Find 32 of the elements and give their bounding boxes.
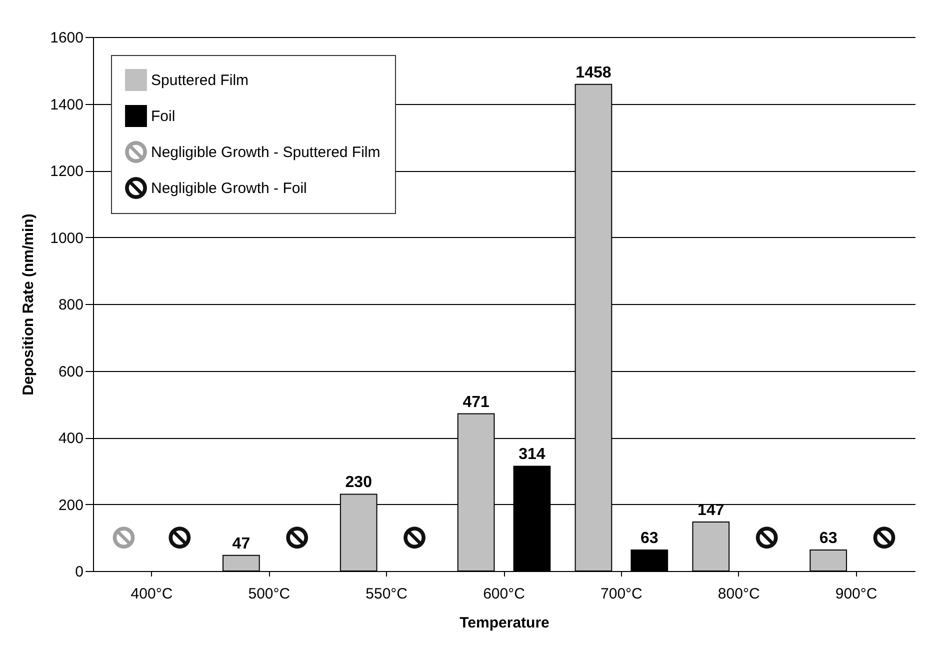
data-label: 1458 — [576, 64, 612, 82]
data-label: 314 — [518, 446, 546, 464]
legend-label: Foil — [151, 108, 176, 125]
x-tick-label: 400°C — [130, 586, 173, 602]
x-tick-label: 500°C — [248, 586, 290, 602]
x-tick-label: 600°C — [483, 586, 526, 602]
legend-label: Negligible Growth - Sputtered Film — [151, 144, 380, 161]
y-tick-label: 1600 — [50, 30, 84, 46]
x-tick-label: 700°C — [600, 586, 643, 602]
y-tick-label: 1200 — [50, 163, 84, 180]
x-tick-label: 550°C — [366, 586, 408, 602]
y-tick-label: 1400 — [50, 96, 84, 114]
bar — [810, 549, 847, 572]
x-axis-title: Temperature — [460, 614, 550, 632]
y-tick-label: 1000 — [50, 230, 84, 247]
data-label: 47 — [232, 535, 250, 552]
x-tick-label: 800°C — [718, 586, 760, 602]
y-tick-label: 800 — [58, 296, 84, 314]
data-label: 63 — [819, 530, 838, 547]
y-tick-label: 400 — [58, 430, 84, 447]
legend-label: Sputtered Film — [151, 72, 249, 89]
bar — [222, 554, 260, 572]
data-label: 230 — [345, 474, 372, 492]
y-tick-label: 200 — [58, 496, 84, 514]
y-tick-label: 600 — [58, 363, 84, 380]
y-tick-label: 0 — [75, 564, 84, 580]
y-axis-title: Deposition Rate (nm/min) — [20, 214, 38, 396]
bar — [630, 549, 668, 572]
bar — [692, 521, 730, 572]
data-label: 471 — [462, 394, 490, 411]
data-label: 63 — [640, 530, 658, 547]
x-tick-label: 900°C — [835, 586, 878, 602]
